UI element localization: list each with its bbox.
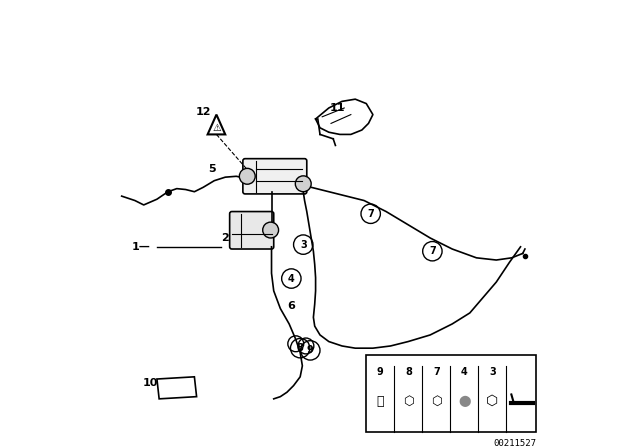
Text: ⬡: ⬡ <box>431 395 442 408</box>
Text: 3: 3 <box>300 240 307 250</box>
Text: 9: 9 <box>377 367 384 377</box>
Text: 12: 12 <box>195 108 211 117</box>
Text: 8: 8 <box>297 343 303 353</box>
Text: 00211527: 00211527 <box>493 439 536 448</box>
Text: ⬤: ⬤ <box>458 396 470 407</box>
Circle shape <box>239 168 255 184</box>
Text: 11: 11 <box>330 103 346 113</box>
Text: 9: 9 <box>307 345 314 355</box>
Text: ⬡: ⬡ <box>403 395 414 408</box>
Circle shape <box>262 222 278 238</box>
Text: 10: 10 <box>143 379 158 388</box>
Text: ⬜: ⬜ <box>376 395 384 408</box>
Text: 4: 4 <box>461 367 468 377</box>
Text: ⚠: ⚠ <box>212 123 221 133</box>
Text: ⬡: ⬡ <box>486 394 499 408</box>
Text: 8: 8 <box>405 367 412 377</box>
Text: 3: 3 <box>489 367 496 377</box>
FancyBboxPatch shape <box>243 159 307 194</box>
FancyBboxPatch shape <box>230 211 274 249</box>
Text: 7: 7 <box>429 246 436 256</box>
Bar <box>366 355 536 432</box>
Text: 4: 4 <box>288 274 295 284</box>
Circle shape <box>295 176 311 192</box>
Text: 1—: 1— <box>131 242 150 252</box>
Text: 5: 5 <box>208 164 216 174</box>
Text: 7: 7 <box>367 209 374 219</box>
Text: 7: 7 <box>433 367 440 377</box>
Text: 6: 6 <box>287 302 295 311</box>
Text: 2: 2 <box>221 233 229 243</box>
